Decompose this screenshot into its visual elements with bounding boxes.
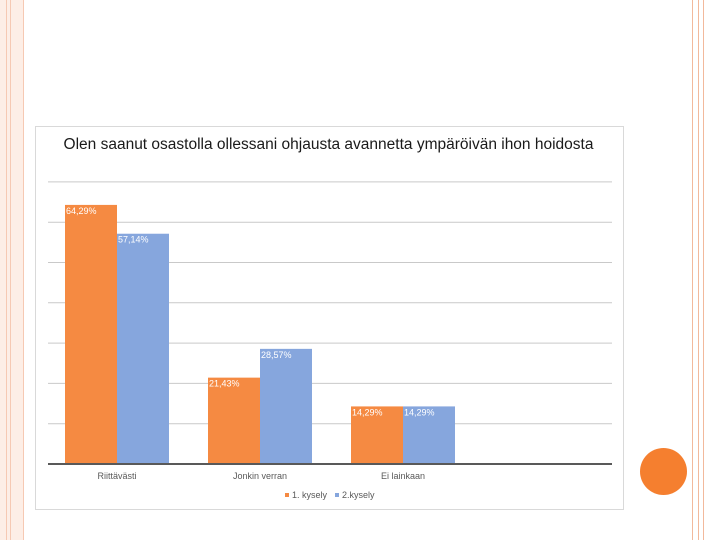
legend-swatch xyxy=(285,493,289,497)
data-label: 57,14% xyxy=(118,235,149,245)
data-label: 14,29% xyxy=(352,407,383,417)
data-labels: 64,29% 57,14% 21,43% 28,57% 14,29% 14,29% xyxy=(66,206,435,417)
legend: 1. kysely 2.kysely xyxy=(285,490,375,500)
category-label: Jonkin verran xyxy=(233,471,287,481)
bars xyxy=(65,204,455,464)
legend-label: 2.kysely xyxy=(342,490,375,500)
data-label: 28,57% xyxy=(261,350,292,360)
bar xyxy=(65,204,117,464)
category-label: Riittävästi xyxy=(97,471,136,481)
data-label: 64,29% xyxy=(66,206,97,216)
legend-label: 1. kysely xyxy=(292,490,328,500)
category-label: Ei lainkaan xyxy=(381,471,425,481)
bar xyxy=(117,233,169,464)
bar xyxy=(403,406,455,464)
data-label: 21,43% xyxy=(209,379,240,389)
slide-left-border-line xyxy=(6,0,11,540)
orange-circle-decoration xyxy=(640,448,687,495)
bar xyxy=(351,406,403,464)
bar xyxy=(260,348,312,464)
legend-swatch xyxy=(335,493,339,497)
x-axis: Riittävästi Jonkin verran Ei lainkaan xyxy=(48,463,612,481)
slide-right-border xyxy=(692,0,720,540)
bar xyxy=(208,377,260,464)
data-label: 14,29% xyxy=(404,407,435,417)
chart-title: Olen saanut osastolla ollessani ohjausta… xyxy=(63,136,594,153)
slide-left-border xyxy=(0,0,24,540)
